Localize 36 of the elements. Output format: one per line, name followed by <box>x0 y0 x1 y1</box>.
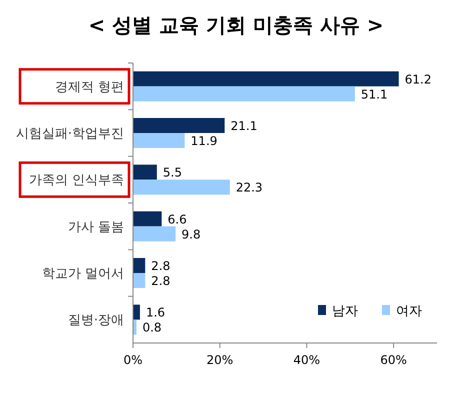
y-tick-label: 학교가 멀어서 <box>42 266 124 282</box>
y-tick-label: 가사 돌봄 <box>68 220 124 235</box>
data-label: 5.5 <box>162 166 182 180</box>
x-tick-label: 0% <box>123 353 143 367</box>
data-label: 61.2 <box>404 72 432 86</box>
data-label: 9.8 <box>182 227 201 242</box>
legend-label: 남자 <box>332 304 358 319</box>
data-label: 1.6 <box>146 306 166 320</box>
bar <box>133 180 230 195</box>
data-label: 51.1 <box>360 87 388 102</box>
bar <box>133 258 146 273</box>
y-tick-label: 시험실패·학업부진 <box>16 126 124 142</box>
legend-label: 여자 <box>396 304 422 319</box>
bar <box>133 211 162 226</box>
x-tick-label: 20% <box>206 353 234 367</box>
bar <box>133 273 146 288</box>
bar <box>133 133 185 148</box>
x-tick-label: 40% <box>293 353 320 367</box>
bar <box>133 71 399 86</box>
bar <box>133 304 140 320</box>
bar <box>133 164 157 180</box>
y-tick-label: 질병·장애 <box>68 313 124 328</box>
data-label: 2.8 <box>151 274 170 288</box>
data-label: 22.3 <box>236 180 263 195</box>
data-label: 2.8 <box>151 259 170 273</box>
bar <box>133 118 225 133</box>
y-tick-label: 가족의 인식부족 <box>28 173 124 188</box>
chart-title: < 성별 교육 기회 미충족 사유 > <box>88 13 384 37</box>
x-tick-label: 60% <box>380 353 407 367</box>
data-label: 6.6 <box>168 212 187 226</box>
y-tick-label: 경제적 형편 <box>54 80 124 95</box>
data-label: 0.8 <box>142 320 162 335</box>
bar <box>133 226 176 242</box>
data-label: 21.1 <box>230 119 258 133</box>
bar <box>133 86 355 102</box>
data-label: 11.9 <box>190 134 218 148</box>
